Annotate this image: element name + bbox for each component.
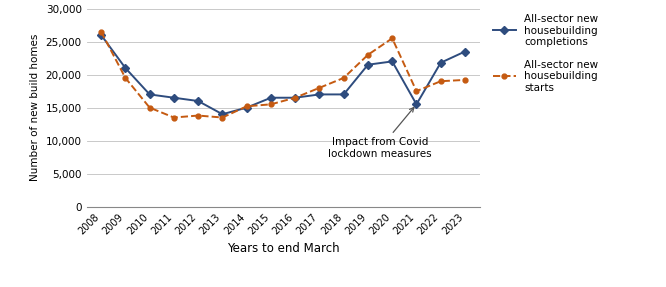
Legend: All-sector new
housebuilding
completions, All-sector new
housebuilding
starts: All-sector new housebuilding completions… <box>489 10 602 97</box>
Text: Impact from Covid
lockdown measures: Impact from Covid lockdown measures <box>328 108 432 159</box>
Y-axis label: Number of new build homes: Number of new build homes <box>30 34 40 181</box>
X-axis label: Years to end March: Years to end March <box>226 242 340 255</box>
